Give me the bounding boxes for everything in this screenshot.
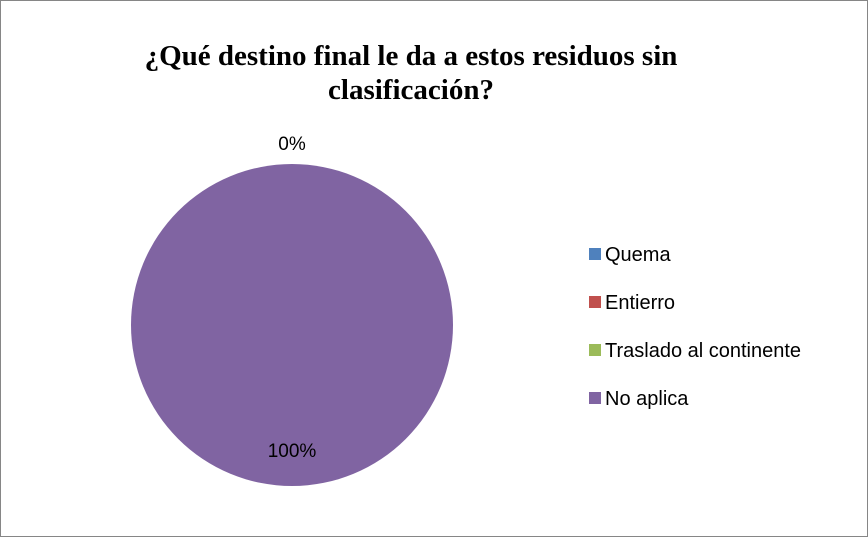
- legend: Quema Entierro Traslado al continente No ap…: [589, 244, 801, 410]
- legend-swatch: [589, 392, 601, 404]
- legend-swatch: [589, 296, 601, 308]
- legend-label: No aplica: [605, 388, 689, 410]
- legend-label: Quema: [605, 244, 671, 266]
- chart-title: ¿Qué destino final le da a estos residuo…: [144, 40, 678, 106]
- legend-label: Traslado al continente: [605, 340, 801, 362]
- pie-slice-no-aplica: [131, 164, 453, 486]
- legend-label: Entierro: [605, 292, 675, 314]
- data-label-zero: 0%: [278, 134, 306, 155]
- legend-swatch: [589, 344, 601, 356]
- data-label-full: 100%: [268, 441, 317, 462]
- legend-swatch: [589, 248, 601, 260]
- pie-slices: [131, 164, 453, 486]
- data-labels: 0% 100%: [268, 134, 317, 462]
